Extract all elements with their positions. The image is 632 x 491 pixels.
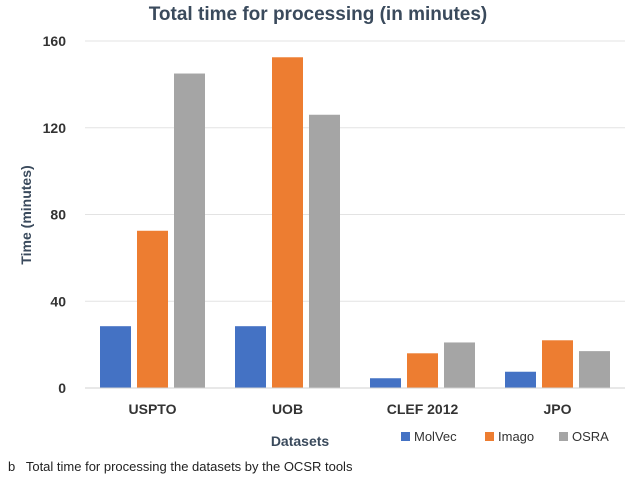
bar-osra-clef-2012 bbox=[444, 342, 475, 388]
bars bbox=[100, 57, 610, 389]
chart-title: Total time for processing (in minutes) bbox=[149, 4, 488, 25]
legend-label-molvec: MolVec bbox=[414, 429, 457, 444]
bar-molvec-uspto bbox=[100, 326, 131, 388]
figure-caption: b Total time for processing the datasets… bbox=[8, 459, 352, 474]
y-tick-label: 120 bbox=[43, 120, 67, 136]
y-tick-label: 0 bbox=[58, 380, 66, 396]
bar-imago-uob bbox=[272, 57, 303, 388]
bar-osra-uspto bbox=[174, 73, 205, 388]
y-tick-label: 80 bbox=[50, 207, 66, 223]
x-axis-categories: USPTO UOB CLEF 2012 JPO bbox=[129, 401, 572, 417]
x-category-label: USPTO bbox=[129, 401, 177, 417]
legend-swatch-molvec bbox=[401, 432, 410, 441]
legend-swatch-imago bbox=[485, 432, 494, 441]
bar-imago-jpo bbox=[542, 340, 573, 388]
caption-text: Total time for processing the datasets b… bbox=[25, 459, 353, 474]
bar-osra-uob bbox=[309, 114, 340, 389]
y-tick-label: 40 bbox=[50, 293, 66, 309]
legend-swatch-osra bbox=[559, 432, 568, 441]
y-axis-ticks: 0 40 80 120 160 bbox=[43, 33, 67, 396]
x-axis-title: Datasets bbox=[271, 433, 330, 449]
x-category-label: CLEF 2012 bbox=[387, 401, 459, 417]
bar-molvec-clef-2012 bbox=[370, 378, 401, 388]
y-tick-label: 160 bbox=[43, 33, 67, 49]
legend-label-osra: OSRA bbox=[572, 429, 609, 444]
x-category-label: UOB bbox=[272, 401, 303, 417]
bar-imago-uspto bbox=[137, 230, 168, 388]
legend: MolVec Imago OSRA bbox=[401, 429, 609, 444]
y-axis-title: Time (minutes) bbox=[18, 165, 34, 264]
bar-imago-clef-2012 bbox=[407, 353, 438, 388]
bar-molvec-uob bbox=[235, 326, 266, 388]
caption-label: b bbox=[8, 459, 16, 474]
bar-chart: Total time for processing (in minutes) 0… bbox=[18, 4, 625, 449]
bar-osra-jpo bbox=[579, 351, 610, 388]
x-category-label: JPO bbox=[543, 401, 571, 417]
legend-label-imago: Imago bbox=[498, 429, 534, 444]
bar-molvec-jpo bbox=[505, 371, 536, 388]
